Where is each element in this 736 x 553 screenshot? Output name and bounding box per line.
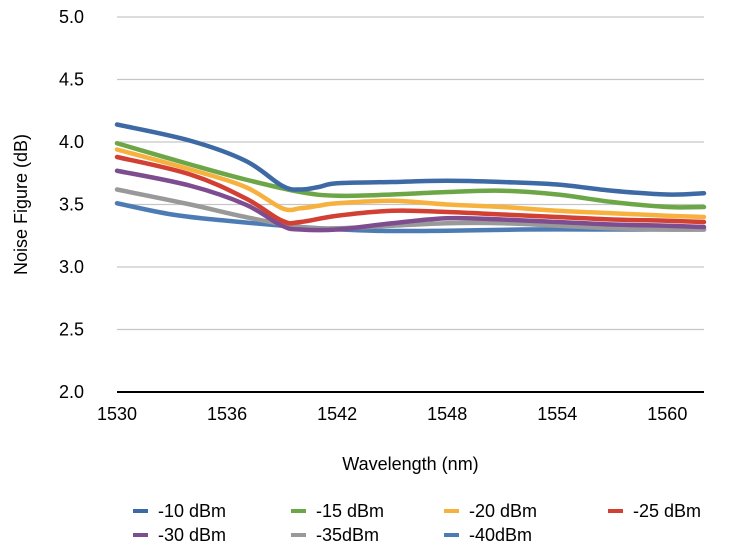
series-lines [114, 122, 707, 234]
legend-label: -15 dBm [316, 501, 384, 521]
y-tick-label: 5.0 [59, 7, 84, 27]
series-line [114, 154, 707, 226]
x-axis-tick-labels: 1530 1536 1542 1548 1554 1560 [97, 404, 687, 424]
x-tick-label: 1542 [317, 404, 357, 424]
y-tick-label: 3.5 [59, 195, 84, 215]
y-axis-title: Noise Figure (dB) [11, 134, 31, 275]
x-tick-label: 1530 [97, 404, 137, 424]
series-line [114, 141, 707, 210]
series-line [114, 187, 707, 232]
y-tick-label: 2.5 [59, 320, 84, 340]
y-tick-label: 4.5 [59, 70, 84, 90]
y-tick-label: 3.0 [59, 257, 84, 277]
legend-label: -40dBm [469, 525, 532, 545]
legend: -10 dBm -15 dBm -20 dBm -25 dBm -30 dBm -35dB… [133, 501, 701, 545]
series-line [114, 147, 707, 220]
y-tick-label: 4.0 [59, 132, 84, 152]
x-tick-label: 1548 [427, 404, 467, 424]
series-line [114, 168, 707, 233]
y-tick-label: 2.0 [59, 382, 84, 402]
series-line [114, 122, 707, 197]
x-tick-label: 1536 [207, 404, 247, 424]
legend-label: -20 dBm [469, 501, 537, 521]
x-tick-label: 1554 [537, 404, 577, 424]
x-tick-label: 1560 [647, 404, 687, 424]
legend-label: -35dBm [316, 525, 379, 545]
legend-label: -25 dBm [633, 501, 701, 521]
y-axis-tick-labels: 2.0 2.5 3.0 3.5 4.0 4.5 5.0 [59, 7, 84, 402]
legend-label: -10 dBm [158, 501, 226, 521]
legend-label: -30 dBm [158, 525, 226, 545]
gridlines [117, 16, 704, 331]
x-axis-title: Wavelength (nm) [342, 454, 478, 474]
